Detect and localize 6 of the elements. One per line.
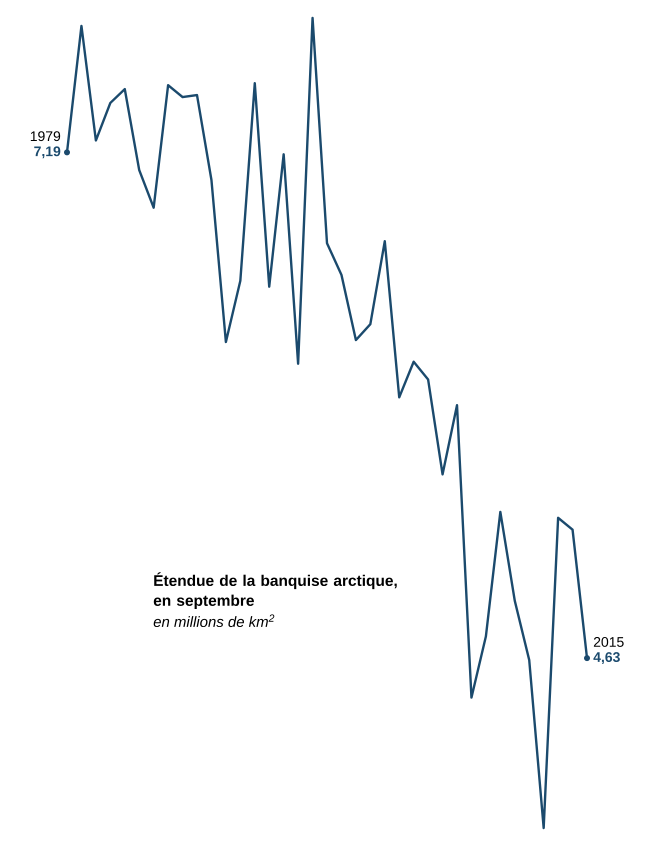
data-label: 4,63	[593, 652, 620, 664]
annotation: 2015	[594, 637, 624, 647]
annotation: 1979	[30, 131, 60, 142]
text: Étendue de la banquise arctique, en septembre	[154, 572, 397, 610]
data-label: 7,19	[34, 146, 60, 158]
text: en millions de km$^{2}$	[154, 614, 274, 628]
